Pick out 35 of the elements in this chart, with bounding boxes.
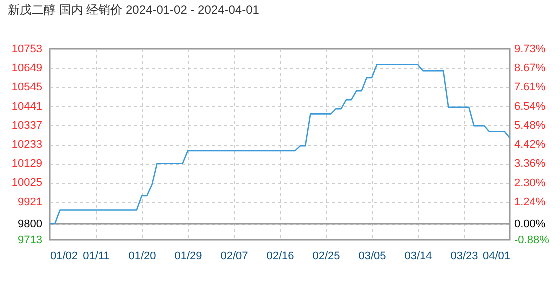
x-tick-label: 03/23 [450,250,478,262]
y2-tick-label: 9.73% [514,44,546,56]
y-tick-label: 9713 [18,234,42,246]
x-tick-label: 03/05 [358,250,386,262]
y2-tick-label: 4.42% [514,139,546,152]
y-tick-label: 10545 [12,82,42,94]
y-tick-label: 10337 [12,120,42,132]
x-tick-label: 04/01 [482,250,510,262]
y2-tick-label: 1.24% [514,196,546,208]
y2-tick-label: 3.36% [514,158,546,170]
chart-title: 新戊二醇 国内 经销价 2024-01-02 - 2024-04-01 [8,3,260,17]
x-tick-label: 02/07 [220,250,248,262]
y2-tick-label: -0.88% [514,234,550,246]
x-tick-label: 02/25 [312,250,340,262]
x-tick-label: 01/29 [174,250,202,262]
y-tick-label: 10025 [12,177,42,190]
y2-tick-label: 7.61% [514,82,546,94]
y2-tick-label: 0.00% [514,218,546,231]
y-tick-label: 10129 [12,158,42,170]
y-tick-label: 10233 [12,139,42,151]
line-series [49,64,511,225]
x-tick-label: 01/02 [50,250,78,262]
x-tick-label: 01/20 [128,250,156,262]
y-tick-label: 9921 [18,196,42,208]
y2-tick-label: 2.30% [514,177,546,190]
x-tick-label: 02/16 [266,250,294,262]
x-tick-label: 03/14 [404,250,432,262]
y2-tick-label: 6.54% [514,100,546,113]
y2-tick-label: 8.67% [514,62,546,75]
y-tick-label: 9800 [18,218,42,231]
x-tick-label: 01/11 [83,250,110,262]
y-tick-label: 10649 [12,62,42,75]
y-tick-label: 10441 [12,100,42,113]
y2-tick-label: 5.48% [514,120,546,132]
y-tick-label: 10753 [12,44,42,56]
